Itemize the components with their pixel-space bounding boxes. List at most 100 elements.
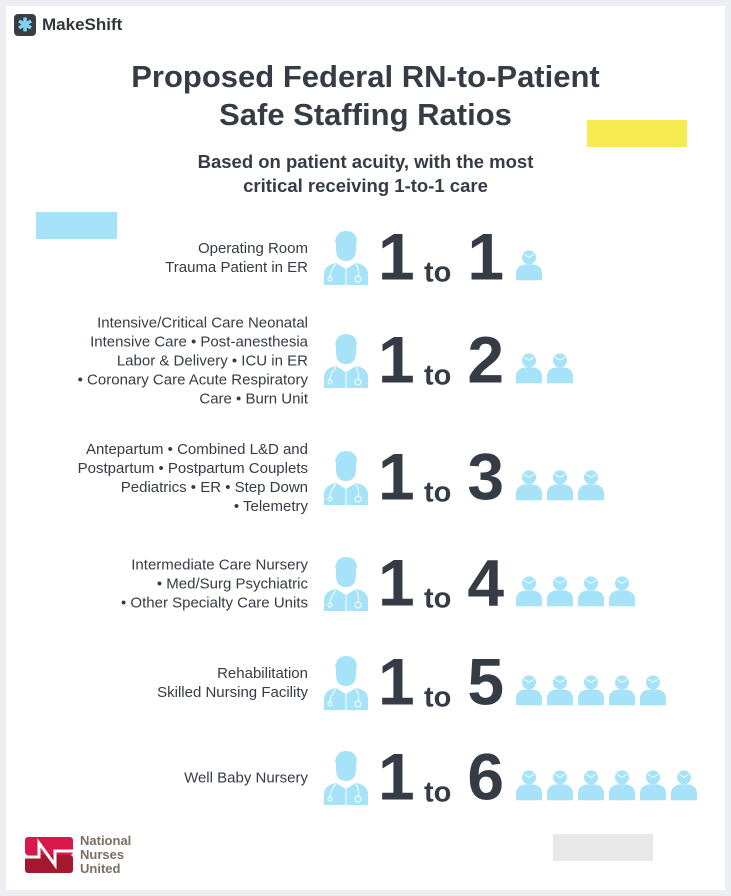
ratio-connector: to bbox=[424, 681, 452, 714]
patient-icon bbox=[546, 673, 574, 706]
patient-count: 1 bbox=[467, 219, 505, 294]
unit-label: Operating Room Trauma Patient in ER bbox=[8, 239, 308, 277]
patient-icon bbox=[608, 673, 636, 706]
unit-label: Intermediate Care Nursery • Med/Surg Psyc… bbox=[8, 556, 308, 613]
ratio-connector: to bbox=[424, 256, 452, 289]
nurse-icon bbox=[322, 656, 370, 710]
nurse-icon bbox=[322, 231, 370, 285]
ratio-connector: to bbox=[424, 776, 452, 809]
ratio-connector: to bbox=[424, 582, 452, 615]
patient-icon bbox=[608, 574, 636, 607]
nurse-count: 1 bbox=[378, 545, 415, 620]
ratio-row: Intensive/Critical Care Neonatal Intensiv… bbox=[0, 306, 731, 416]
nurse-count: 1 bbox=[378, 439, 415, 514]
nurse-count: 1 bbox=[378, 219, 415, 294]
unit-label-line: Labor & Delivery • ICU in ER bbox=[116, 352, 308, 370]
ratio-row: Rehabilitation Skilled Nursing Facility 1 t… bbox=[0, 628, 731, 738]
patient-icon bbox=[515, 768, 543, 801]
unit-label-line: Postpartum • Postpartum Couplets bbox=[77, 460, 308, 477]
ratio-row: Operating Room Trauma Patient in ER 1 to 1 bbox=[0, 203, 731, 313]
asterisk-logo-icon: ✱ bbox=[14, 14, 36, 36]
blue-highlight bbox=[36, 212, 117, 239]
unit-label-line: Intensive Care • Post-anesthesia bbox=[90, 333, 308, 351]
patient-icon bbox=[577, 574, 605, 607]
nurse-icon bbox=[322, 334, 370, 388]
patient-icon bbox=[577, 768, 605, 801]
patient-icons bbox=[515, 468, 605, 501]
patient-icon bbox=[546, 574, 574, 607]
patient-icon bbox=[515, 574, 543, 607]
unit-label-line: Trauma Patient in ER bbox=[165, 259, 308, 276]
ratio-connector: to bbox=[424, 476, 452, 509]
gray-placeholder bbox=[553, 834, 653, 861]
patient-count: 5 bbox=[467, 644, 505, 719]
unit-label-line: • Other Specialty Care Units bbox=[121, 594, 308, 612]
patient-icon bbox=[515, 248, 543, 281]
unit-label-line: Operating Room bbox=[197, 240, 308, 257]
unit-label-line: Intensive/Critical Care Neonatal bbox=[97, 314, 308, 332]
unit-label-line: • Med/Surg Psychiatric bbox=[156, 575, 308, 593]
unit-label-line: Rehabilitation bbox=[217, 665, 308, 682]
patient-icon bbox=[546, 768, 574, 801]
patient-icons bbox=[515, 673, 667, 706]
unit-label-line: Care • Burn Unit bbox=[199, 390, 308, 408]
ratio-text: 1 to 4 bbox=[378, 544, 505, 620]
nnu-text: National Nurses United bbox=[80, 834, 131, 876]
unit-label-line: Skilled Nursing Facility bbox=[157, 684, 308, 701]
patient-icon bbox=[515, 351, 543, 384]
national-nurses-united-logo: National Nurses United bbox=[25, 834, 131, 876]
patient-icon bbox=[577, 468, 605, 501]
nurse-icon bbox=[322, 451, 370, 505]
unit-label-line: Pediatrics • ER • Step Down bbox=[120, 479, 308, 496]
nurse-icon bbox=[322, 557, 370, 611]
unit-label: Antepartum • Combined L&D and Postpartum … bbox=[8, 440, 308, 516]
patient-icons bbox=[515, 351, 574, 384]
yellow-highlight bbox=[587, 120, 687, 147]
subtitle-line: critical receiving 1-to-1 care bbox=[243, 175, 488, 196]
patient-icon bbox=[515, 673, 543, 706]
unit-label: Rehabilitation Skilled Nursing Facility bbox=[8, 664, 308, 702]
patient-icon bbox=[577, 673, 605, 706]
unit-label-line: Well Baby Nursery bbox=[184, 769, 308, 787]
unit-label: Well Baby Nursery bbox=[8, 769, 308, 788]
patient-icon bbox=[608, 768, 636, 801]
unit-label-line: • Coronary Care Acute Respiratory bbox=[77, 371, 308, 389]
title-line: Proposed Federal RN-to-Patient bbox=[131, 59, 600, 94]
nnu-logo-icon bbox=[25, 837, 73, 873]
patient-icon bbox=[546, 468, 574, 501]
page-title: Proposed Federal RN-to-Patient Safe Staf… bbox=[0, 58, 731, 134]
patient-icons bbox=[515, 574, 636, 607]
ratio-text: 1 to 6 bbox=[378, 738, 505, 814]
patient-icon bbox=[546, 351, 574, 384]
nurse-icon bbox=[322, 751, 370, 805]
unit-label-line: Antepartum • Combined L&D and bbox=[85, 441, 308, 458]
ratio-row: Well Baby Nursery 1 to 6 bbox=[0, 723, 731, 833]
ratio-text: 1 to 2 bbox=[378, 321, 504, 397]
subtitle-line: Based on patient acuity, with the most bbox=[197, 151, 534, 172]
brand-name: MakeShift bbox=[42, 15, 123, 34]
nnu-line: Nurses bbox=[80, 847, 125, 862]
title-line: Safe Staffing Ratios bbox=[219, 97, 512, 132]
unit-label-line: Intermediate Care Nursery bbox=[131, 556, 308, 574]
unit-label: Intensive/Critical Care Neonatal Intensiv… bbox=[8, 314, 308, 409]
ratio-row: Intermediate Care Nursery • Med/Surg Psyc… bbox=[0, 529, 731, 639]
unit-label-line: • Telemetry bbox=[233, 498, 308, 515]
makeshift-logo: ✱ MakeShift bbox=[14, 14, 122, 36]
infographic-card bbox=[6, 6, 725, 890]
nurse-count: 1 bbox=[378, 644, 415, 719]
patient-icon bbox=[639, 768, 667, 801]
ratio-connector: to bbox=[424, 359, 452, 392]
patient-icons bbox=[515, 248, 543, 281]
patient-icon bbox=[670, 768, 698, 801]
patient-count: 6 bbox=[467, 739, 505, 814]
patient-icon bbox=[515, 468, 543, 501]
nurse-count: 1 bbox=[378, 322, 415, 397]
nnu-line: United bbox=[80, 861, 121, 876]
nurse-count: 1 bbox=[378, 739, 415, 814]
ratio-text: 1 to 5 bbox=[378, 643, 505, 719]
ratio-row: Antepartum • Combined L&D and Postpartum … bbox=[0, 423, 731, 533]
patient-count: 4 bbox=[467, 545, 505, 620]
patient-icons bbox=[515, 768, 698, 801]
ratio-text: 1 to 3 bbox=[378, 438, 504, 514]
nnu-line: National bbox=[80, 833, 132, 848]
